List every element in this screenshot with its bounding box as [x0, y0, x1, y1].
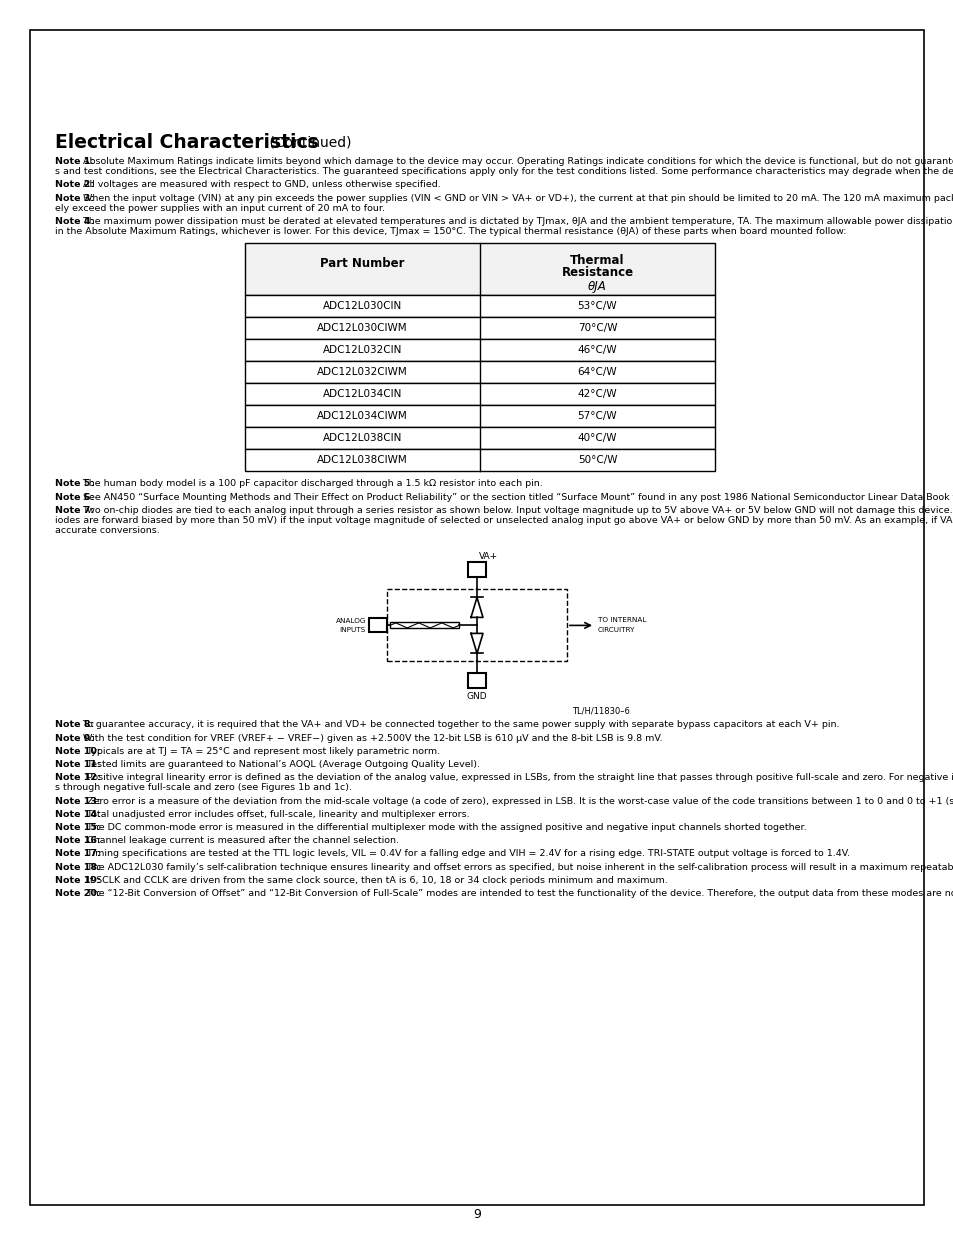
Bar	[468, 673, 485, 688]
Text: 70°C/W: 70°C/W	[578, 324, 617, 333]
Text: Note 7:: Note 7:	[55, 506, 94, 515]
Text: Note 15:: Note 15:	[55, 823, 100, 832]
Text: Electrical Characteristics: Electrical Characteristics	[55, 133, 318, 152]
Text: Note 3:: Note 3:	[55, 194, 94, 203]
Text: Note 18:: Note 18:	[55, 862, 101, 872]
Text: 46°C/W: 46°C/W	[578, 346, 617, 356]
Text: The human body model is a 100 pF capacitor discharged through a 1.5 kΩ resistor : The human body model is a 100 pF capacit…	[80, 479, 542, 488]
Text: Note 13:: Note 13:	[55, 797, 100, 805]
Text: s and test conditions, see the Electrical Characteristics. The guaranteed specif: s and test conditions, see the Electrica…	[55, 167, 953, 177]
Bar	[390, 622, 458, 629]
Bar	[245, 340, 714, 362]
Bar	[387, 589, 566, 662]
Text: Note 5:: Note 5:	[55, 479, 94, 488]
Text: The “12-Bit Conversion of Offset” and “12-Bit Conversion of Full-Scale” modes ar: The “12-Bit Conversion of Offset” and “1…	[84, 889, 953, 898]
Text: Positive integral linearity error is defined as the deviation of the analog valu: Positive integral linearity error is def…	[84, 773, 953, 782]
Text: If SCLK and CCLK are driven from the same clock source, then tA is 6, 10, 18 or : If SCLK and CCLK are driven from the sam…	[84, 876, 667, 884]
Text: Note 14:: Note 14:	[55, 810, 101, 819]
Text: VA+: VA+	[478, 552, 497, 562]
Text: Note 16:: Note 16:	[55, 836, 101, 845]
Text: Note 20:: Note 20:	[55, 889, 100, 898]
Text: ADC12L034CIWM: ADC12L034CIWM	[316, 411, 408, 421]
Text: Note 4:: Note 4:	[55, 217, 94, 226]
Text: Tested limits are guaranteed to National’s AOQL (Average Outgoing Quality Level): Tested limits are guaranteed to National…	[84, 760, 479, 769]
Text: accurate conversions.: accurate conversions.	[55, 526, 159, 535]
Bar	[245, 427, 714, 450]
Text: Two on-chip diodes are tied to each analog input through a series resistor as sh: Two on-chip diodes are tied to each anal…	[80, 506, 953, 515]
Text: Note 11:: Note 11:	[55, 760, 101, 769]
Text: iodes are forward biased by more than 50 mV) if the input voltage magnitude of s: iodes are forward biased by more than 50…	[55, 516, 953, 525]
Text: TO INTERNAL: TO INTERNAL	[598, 618, 646, 624]
Text: Timing specifications are tested at the TTL logic levels, VIL = 0.4V for a falli: Timing specifications are tested at the …	[84, 850, 849, 858]
Text: Note 12:: Note 12:	[55, 773, 101, 782]
Text: 57°C/W: 57°C/W	[578, 411, 617, 421]
Bar	[245, 383, 714, 405]
Text: 53°C/W: 53°C/W	[578, 301, 617, 311]
Bar	[369, 619, 387, 632]
Text: Note 8:: Note 8:	[55, 720, 94, 730]
Text: ADC12L038CIN: ADC12L038CIN	[322, 433, 402, 443]
Text: Absolute Maximum Ratings indicate limits beyond which damage to the device may o: Absolute Maximum Ratings indicate limits…	[80, 157, 953, 165]
Text: Note 10:: Note 10:	[55, 747, 100, 756]
Text: The DC common-mode error is measured in the differential multiplexer mode with t: The DC common-mode error is measured in …	[84, 823, 806, 832]
Bar	[245, 362, 714, 383]
Bar	[245, 405, 714, 427]
Text: Typicals are at TJ = TA = 25°C and represent most likely parametric norm.: Typicals are at TJ = TA = 25°C and repre…	[84, 747, 439, 756]
Text: To guarantee accuracy, it is required that the VA+ and VD+ be connected together: To guarantee accuracy, it is required th…	[80, 720, 839, 730]
Bar	[245, 450, 714, 472]
Text: Note 6:: Note 6:	[55, 493, 94, 501]
Text: Thermal: Thermal	[570, 254, 624, 268]
Text: ADC12L038CIWM: ADC12L038CIWM	[316, 456, 408, 466]
Text: The ADC12L030 family’s self-calibration technique ensures linearity and offset e: The ADC12L030 family’s self-calibration …	[84, 862, 953, 872]
Bar	[468, 562, 485, 578]
Text: See AN450 “Surface Mounting Methods and Their Effect on Product Reliability” or : See AN450 “Surface Mounting Methods and …	[80, 493, 953, 501]
Text: ely exceed the power supplies with an input current of 20 mA to four.: ely exceed the power supplies with an in…	[55, 204, 385, 212]
Text: Note 17:: Note 17:	[55, 850, 101, 858]
Text: Note 2:: Note 2:	[55, 180, 94, 189]
Text: INPUTS: INPUTS	[339, 627, 366, 634]
Text: CIRCUITRY: CIRCUITRY	[598, 627, 635, 634]
Text: Resistance: Resistance	[561, 267, 633, 279]
Text: θJA: θJA	[587, 280, 606, 294]
Text: All voltages are measured with respect to GND, unless otherwise specified.: All voltages are measured with respect t…	[80, 180, 440, 189]
Text: The maximum power dissipation must be derated at elevated temperatures and is di: The maximum power dissipation must be de…	[80, 217, 953, 226]
Bar	[245, 243, 714, 295]
Text: Total unadjusted error includes offset, full-scale, linearity and multiplexer er: Total unadjusted error includes offset, …	[84, 810, 469, 819]
Text: ADC12L032CIN: ADC12L032CIN	[322, 346, 402, 356]
Text: With the test condition for VREF (VREF+ − VREF−) given as +2.500V the 12-bit LSB: With the test condition for VREF (VREF+ …	[80, 734, 662, 742]
Text: ADC12L034CIN: ADC12L034CIN	[322, 389, 402, 399]
Text: 40°C/W: 40°C/W	[578, 433, 617, 443]
Text: ADC12L032CIWM: ADC12L032CIWM	[316, 367, 408, 378]
Text: (Continued): (Continued)	[265, 136, 351, 149]
Text: 50°C/W: 50°C/W	[578, 456, 617, 466]
Text: ADC12L030CIN: ADC12L030CIN	[322, 301, 402, 311]
Text: 64°C/W: 64°C/W	[578, 367, 617, 378]
Text: ADC12L030CIWM: ADC12L030CIWM	[316, 324, 407, 333]
Text: Part Number: Part Number	[320, 257, 404, 270]
Text: Note 9:: Note 9:	[55, 734, 94, 742]
Bar	[245, 295, 714, 317]
Text: When the input voltage (VIN) at any pin exceeds the power supplies (VIN < GND or: When the input voltage (VIN) at any pin …	[80, 194, 953, 203]
Text: in the Absolute Maximum Ratings, whichever is lower. For this device, TJmax = 15: in the Absolute Maximum Ratings, whichev…	[55, 227, 845, 236]
Bar	[245, 317, 714, 340]
Text: Zero error is a measure of the deviation from the mid-scale voltage (a code of z: Zero error is a measure of the deviation…	[84, 797, 953, 805]
Text: Note 1:: Note 1:	[55, 157, 94, 165]
Text: GND: GND	[466, 693, 487, 701]
Text: Note 19:: Note 19:	[55, 876, 101, 884]
Text: s through negative full-scale and zero (see Figures 1b and 1c).: s through negative full-scale and zero (…	[55, 783, 352, 793]
Text: Channel leakage current is measured after the channel selection.: Channel leakage current is measured afte…	[84, 836, 398, 845]
Text: 9: 9	[473, 1209, 480, 1221]
Text: 42°C/W: 42°C/W	[578, 389, 617, 399]
Text: TL/H/11830–6: TL/H/11830–6	[572, 706, 629, 715]
Text: ANALOG: ANALOG	[335, 619, 366, 625]
